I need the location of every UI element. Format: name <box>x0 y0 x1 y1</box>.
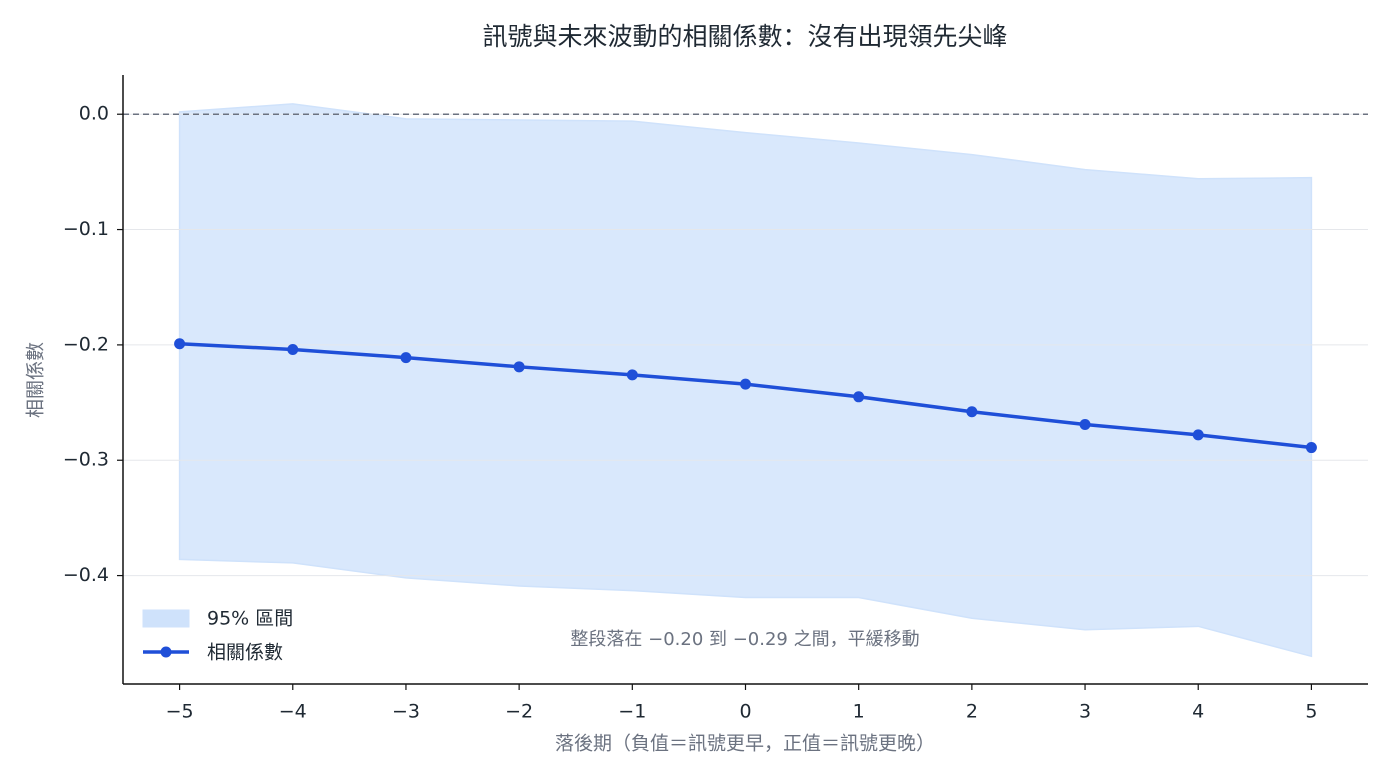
x-axis-label: 落後期（負值＝訊號更早，正值＝訊號更晚） <box>555 733 935 755</box>
data-point <box>513 361 525 373</box>
data-point <box>1192 429 1204 441</box>
chart-title: 訊號與未來波動的相關係數：沒有出現領先尖峰 <box>482 22 1007 51</box>
data-point <box>400 352 412 364</box>
y-tick-label: −0.4 <box>63 564 109 586</box>
x-tick-label: 0 <box>739 701 751 723</box>
data-point <box>740 378 751 390</box>
x-tick-label: −4 <box>279 701 307 723</box>
data-point <box>966 406 978 418</box>
x-tick-label: 5 <box>1305 701 1317 723</box>
annotation: 整段落在 −0.20 到 −0.29 之間，平緩移動 <box>570 629 919 650</box>
legend-label: 95% 區間 <box>207 608 293 630</box>
data-point <box>174 338 186 350</box>
y-tick-label: −0.2 <box>63 333 109 355</box>
y-tick-label: 0.0 <box>79 103 109 125</box>
x-tick-label: 1 <box>853 701 865 723</box>
data-point <box>1079 418 1091 430</box>
legend-swatch <box>142 609 190 628</box>
x-tick-label: 3 <box>1079 701 1091 723</box>
y-tick-label: −0.3 <box>63 449 109 471</box>
y-axis-label: 相關係數 <box>25 342 47 418</box>
y-tick-label: −0.1 <box>63 218 109 240</box>
x-tick-label: −1 <box>618 701 646 723</box>
x-tick-label: −3 <box>392 701 420 723</box>
data-point <box>853 391 865 403</box>
data-point <box>287 344 299 356</box>
x-tick-label: 4 <box>1192 701 1204 723</box>
data-point <box>626 369 638 381</box>
data-point <box>1305 442 1317 454</box>
legend-label: 相關係數 <box>207 642 283 664</box>
legend-marker <box>160 646 172 658</box>
x-tick-label: −2 <box>505 701 533 723</box>
x-tick-label: 2 <box>966 701 978 723</box>
x-tick-label: −5 <box>166 701 194 723</box>
